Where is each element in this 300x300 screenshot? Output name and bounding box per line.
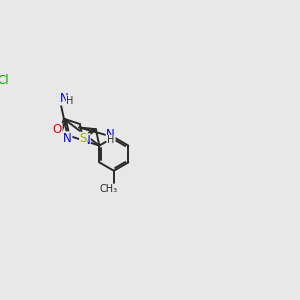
Text: N: N [106,128,115,140]
Text: CH₃: CH₃ [99,184,117,194]
Text: S: S [80,132,87,145]
Text: N: N [60,92,69,105]
Text: Cl: Cl [0,74,9,87]
Text: N: N [81,134,90,147]
Text: H: H [66,96,74,106]
Text: H: H [107,135,114,146]
Text: N: N [63,132,72,145]
Text: O: O [53,124,62,136]
